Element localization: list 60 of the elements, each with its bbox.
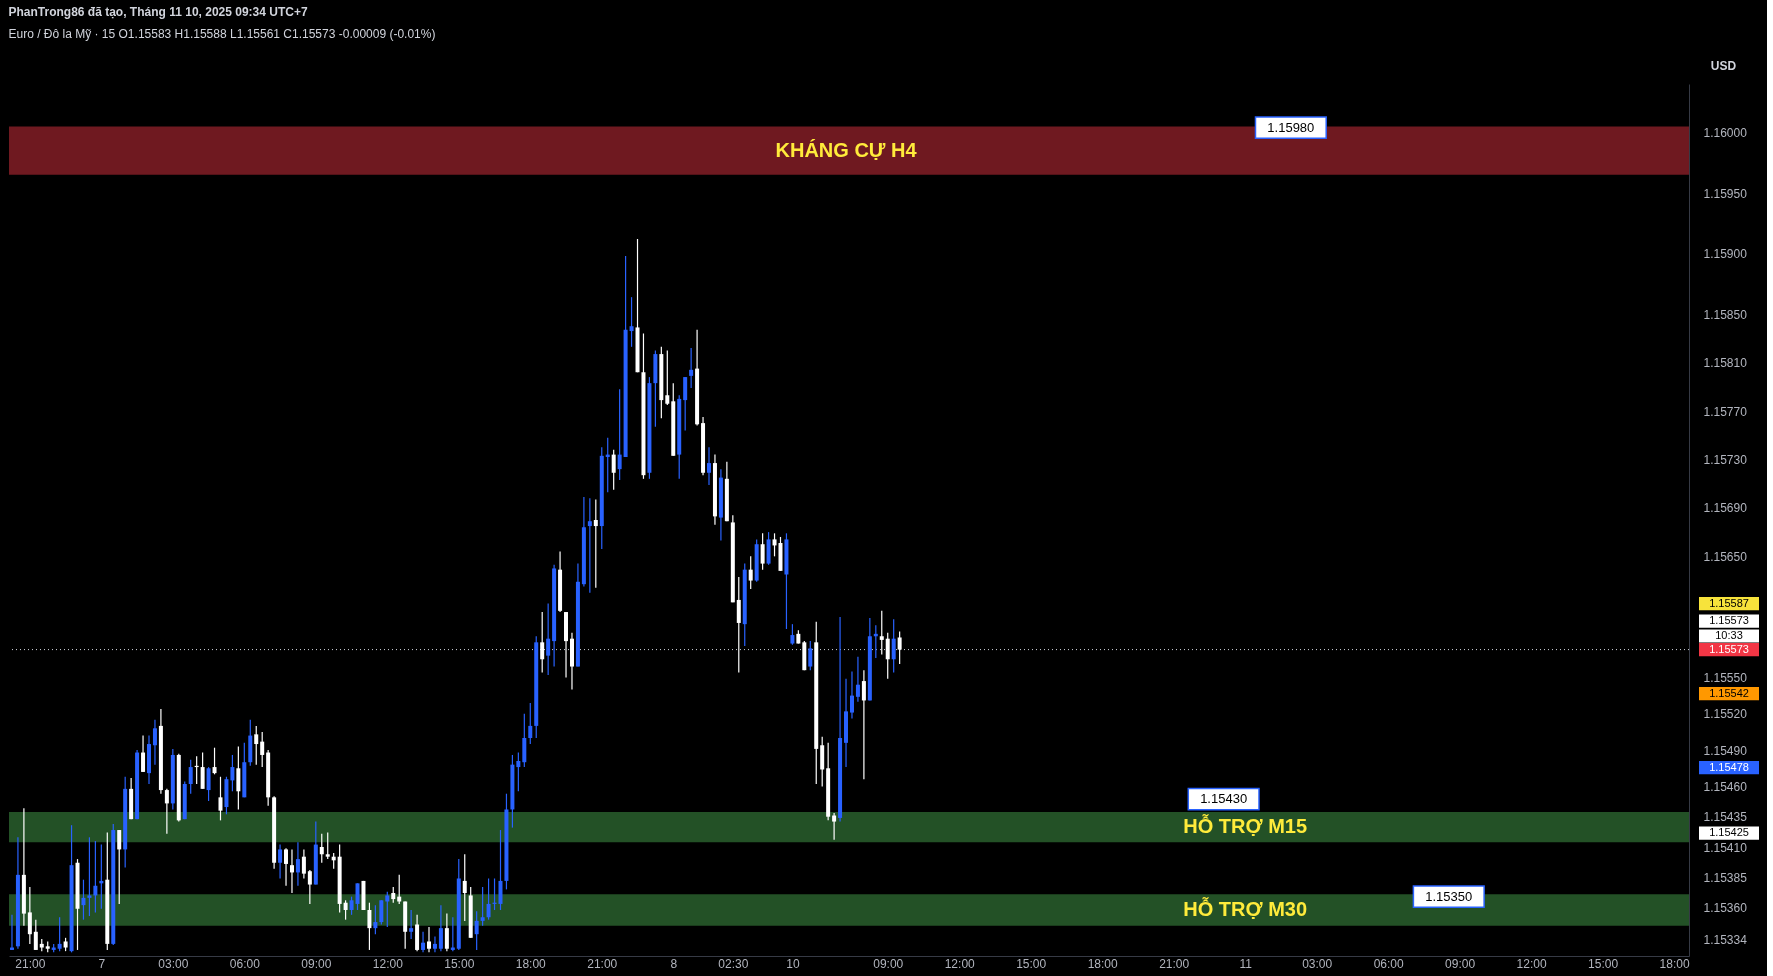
x-tick-label: 12:00 bbox=[944, 956, 976, 971]
candlestick bbox=[87, 836, 92, 917]
y-tick-label: 1.15410 bbox=[1703, 840, 1748, 855]
annotation: 1.15980 bbox=[1267, 119, 1315, 135]
y-tick-label: 1.15900 bbox=[1703, 247, 1748, 262]
annotation: 1.15350 bbox=[1425, 888, 1473, 904]
y-tick-label: 1.15810 bbox=[1703, 356, 1748, 371]
y-tick-label: 1.15770 bbox=[1703, 404, 1748, 419]
x-tick-label: 12:00 bbox=[372, 956, 404, 971]
y-tick-label: 1.15550 bbox=[1703, 670, 1748, 685]
y-tick-label: 1.15730 bbox=[1703, 452, 1748, 467]
y-tick-label: 1.15690 bbox=[1703, 501, 1748, 516]
text: 1.15425 bbox=[1709, 826, 1749, 839]
x-tick-label: 02:30 bbox=[718, 956, 749, 971]
x-tick-label: 15:00 bbox=[1588, 956, 1619, 971]
x-tick-label: 18:00 bbox=[515, 956, 547, 971]
y-tick-label: 1.15435 bbox=[1703, 810, 1748, 825]
x-tick-label: 03:00 bbox=[158, 956, 189, 971]
x-tick-label: 03:00 bbox=[1302, 956, 1333, 971]
x-tick-label: 06:00 bbox=[1373, 956, 1404, 971]
text: 10:33 bbox=[1715, 628, 1743, 641]
x-tick-label: 09:00 bbox=[301, 956, 332, 971]
x-tick-label: 21:00 bbox=[587, 956, 618, 971]
text: 1.15542 bbox=[1709, 686, 1749, 699]
x-tick-label: 18:00 bbox=[1659, 956, 1690, 971]
text: 1.15573 bbox=[1709, 614, 1749, 627]
y-tick-label: 1.15460 bbox=[1703, 779, 1748, 794]
chart-title: PhanTrong86 đã tạo, Tháng 11 10, 2025 09:34 UTC+7 bbox=[8, 5, 308, 19]
x-tick-label: 15:00 bbox=[444, 956, 475, 971]
band-label: HỖ TRỢ M30 bbox=[1183, 896, 1308, 920]
text: 1.15478 bbox=[1709, 760, 1749, 773]
x-tick-label: 18:00 bbox=[1087, 956, 1119, 971]
band-label: KHÁNG CỰ H4 bbox=[775, 138, 918, 161]
x-tick-label: 8 bbox=[670, 956, 678, 971]
y-tick-label: 1.16000 bbox=[1703, 125, 1748, 140]
y-axis-title: USD bbox=[1710, 58, 1737, 73]
y-tick-label: 1.15850 bbox=[1703, 307, 1748, 322]
band-label: HỖ TRỢ M15 bbox=[1183, 814, 1308, 838]
chart-subtitle: Euro / Đô la Mỹ · 15 O1.15583 H1.15588 L1.15561 C1.15573 -0.00009 (-0.01%) bbox=[8, 27, 436, 41]
y-tick-label: 1.15334 bbox=[1703, 932, 1748, 947]
text: 1.15587 bbox=[1709, 596, 1749, 609]
ref-line-label: 1.15573 bbox=[1709, 642, 1749, 655]
x-tick-label: 7 bbox=[98, 956, 106, 971]
x-tick-label: 06:00 bbox=[229, 956, 261, 971]
y-tick-label: 1.15490 bbox=[1703, 743, 1748, 758]
x-tick-label: 12:00 bbox=[1516, 956, 1547, 971]
y-tick-label: 1.15520 bbox=[1703, 707, 1748, 722]
x-tick-label: 09:00 bbox=[873, 956, 904, 971]
x-tick-label: 21:00 bbox=[15, 956, 46, 971]
annotation: 1.15430 bbox=[1200, 791, 1248, 807]
x-tick-label: 15:00 bbox=[1016, 956, 1047, 971]
x-tick-label: 10 bbox=[786, 956, 800, 971]
y-tick-label: 1.15950 bbox=[1703, 186, 1748, 201]
y-tick-label: 1.15385 bbox=[1703, 870, 1748, 885]
y-tick-label: 1.15360 bbox=[1703, 901, 1748, 916]
y-tick-label: 1.15650 bbox=[1703, 549, 1748, 564]
candlestick bbox=[325, 831, 330, 860]
x-tick-label: 21:00 bbox=[1159, 956, 1190, 971]
x-tick-label: 11 bbox=[1239, 956, 1253, 971]
x-tick-label: 09:00 bbox=[1445, 956, 1476, 971]
